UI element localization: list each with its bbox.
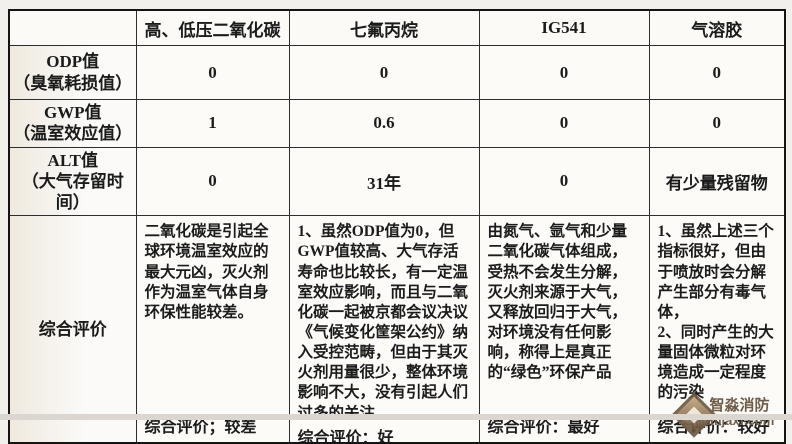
eval-cell-aerosol: 1、虽然上述三个指标很好，但由于喷放时会分解产生部分有毒气体， 2、同时产生的大… [648, 215, 786, 444]
watermark-name: 智淼消防 [709, 397, 770, 415]
metric-value: 31年 [288, 146, 480, 217]
header-row: 高、低压二氧化碳 七氟丙烷 IG541 气溶胶 [8, 9, 786, 46]
agent-header-ig541: IG541 [478, 9, 650, 46]
eval-cell-ig541: 由氮气、氩气和少量二氧化碳气体组成，受热不会发生分解，灭火剂来源于大气，又释放回… [478, 215, 650, 444]
eval-cell-co2: 二氧化碳是引起全球环境温室效应的最大元凶，灭火剂作为温室气体自身环保性能较差。 … [135, 215, 290, 444]
corner-cell [8, 9, 137, 46]
metric-value: 0.6 [288, 99, 480, 148]
agent-comparison-table: 高、低压二氧化碳 七氟丙烷 IG541 气溶胶 ODP值 （臭氧耗损值） 0 0… [8, 9, 786, 444]
page: 高、低压二氧化碳 七氟丙烷 IG541 气溶胶 ODP值 （臭氧耗损值） 0 0… [0, 9, 792, 444]
eval-body: 二氧化碳是引起全球环境温室效应的最大元凶，灭火剂作为温室气体自身环保性能较差。 [144, 223, 269, 321]
metric-value: 0 [478, 146, 650, 217]
eval-row-label: 综合评价 [8, 215, 137, 444]
metric-value: 0 [478, 45, 650, 100]
eval-body: 1、虽然上述三个指标很好，但由于喷放时会分解产生部分有毒气体， 2、同时产生的大… [657, 223, 774, 402]
table-row-odp: ODP值 （臭氧耗损值） 0 0 0 0 [8, 45, 786, 100]
eval-verdict: 综合评价：好 [297, 429, 394, 444]
metric-value: 1 [135, 99, 290, 148]
metric-label-gwp: GWP值 （温室效应值） [8, 99, 137, 148]
eval-cell-hfc227ea: 1、虽然ODP值为0，但GWP值较高、大气存活寿命也比较长，有一定温室效应影响，… [288, 215, 480, 444]
eval-body: 1、虽然ODP值为0，但GWP值较高、大气存活寿命也比较长，有一定温室效应影响，… [297, 223, 469, 421]
metric-value: 0 [135, 45, 290, 100]
metric-value: 0 [648, 45, 786, 100]
metric-label-alt: ALT值 （大气存留时间） [8, 146, 137, 217]
agent-header-co2: 高、低压二氧化碳 [135, 9, 290, 46]
agent-header-aerosol: 气溶胶 [648, 9, 786, 46]
agent-header-hfc227ea: 七氟丙烷 [288, 9, 480, 46]
metric-value: 0 [648, 99, 786, 148]
metric-value: 0 [288, 45, 480, 100]
metric-value: 0 [135, 146, 290, 217]
bottom-edge-strip [0, 414, 792, 420]
metric-label-odp: ODP值 （臭氧耗损值） [8, 45, 137, 100]
table-row-gwp: GWP值 （温室效应值） 1 0.6 0 0 [8, 99, 786, 148]
metric-value: 有少量残留物 [648, 146, 786, 217]
metric-value: 0 [478, 99, 650, 148]
eval-body: 由氮气、氩气和少量二氧化碳气体组成，受热不会发生分解，灭火剂来源于大气，又释放回… [487, 223, 628, 382]
table-row-evaluation: 综合评价 二氧化碳是引起全球环境温室效应的最大元凶，灭火剂作为温室气体自身环保性… [8, 215, 786, 444]
table-row-alt: ALT值 （大气存留时间） 0 31年 0 有少量残留物 [8, 146, 786, 217]
